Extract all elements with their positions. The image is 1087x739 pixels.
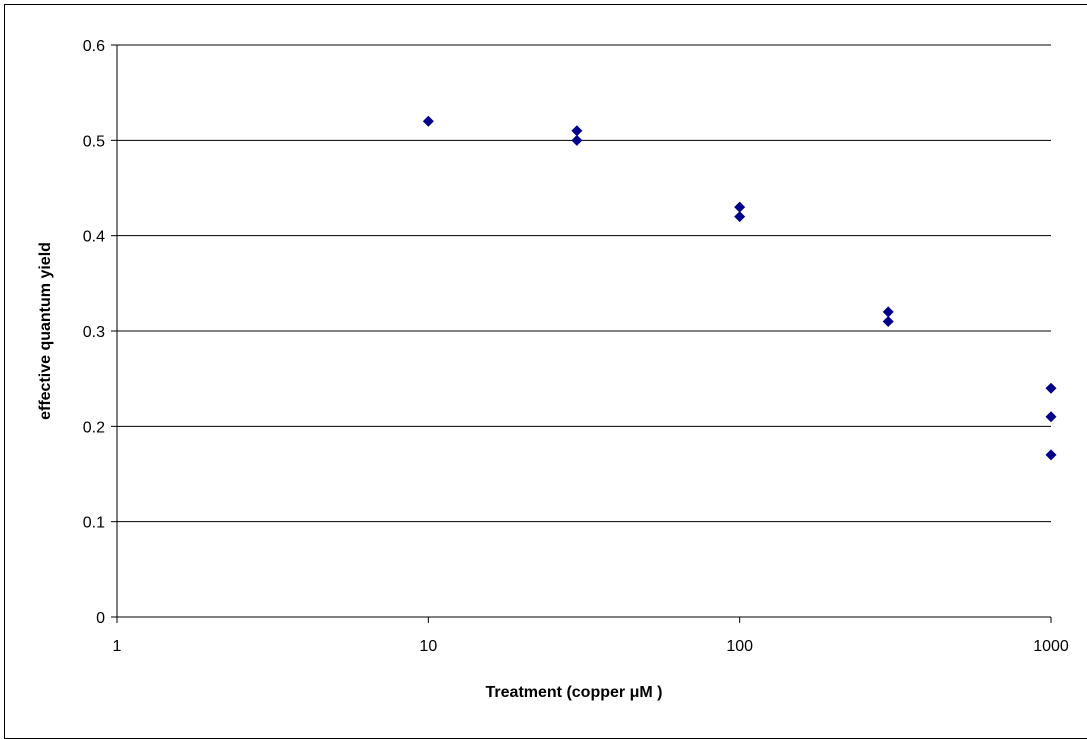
data-point (882, 315, 894, 327)
data-point (1045, 411, 1057, 423)
y-tick-label: 0.5 (83, 133, 105, 150)
y-tick-label: 0.2 (83, 419, 105, 436)
data-point (882, 306, 894, 318)
y-tick-label: 0.3 (83, 324, 105, 341)
y-axis-title: effective quantum yield (37, 242, 54, 420)
data-point (571, 125, 583, 137)
data-point (1045, 382, 1057, 394)
x-axis-tick-labels: 1 10 100 1000 (113, 638, 1069, 655)
y-tick-label: 0.6 (83, 38, 105, 55)
y-tick-label: 0.1 (83, 515, 105, 532)
data-point (734, 201, 746, 213)
x-axis-title: Treatment (copper μM ) (486, 684, 663, 701)
x-tick-label: 10 (419, 638, 437, 655)
y-tick-label: 0 (96, 610, 105, 627)
data-point (571, 134, 583, 146)
data-point (734, 211, 746, 223)
x-tick-label: 100 (726, 638, 753, 655)
x-tick-label: 1000 (1033, 638, 1069, 655)
data-point (422, 115, 434, 127)
gridlines (117, 44, 1051, 523)
y-axis-tick-labels: 0 0.1 0.2 0.3 0.4 0.5 0.6 (83, 38, 105, 627)
x-tick-label: 1 (113, 638, 122, 655)
axes (111, 44, 1052, 623)
data-points (422, 115, 1057, 461)
y-tick-label: 0.4 (83, 229, 105, 246)
data-point (1045, 449, 1057, 461)
